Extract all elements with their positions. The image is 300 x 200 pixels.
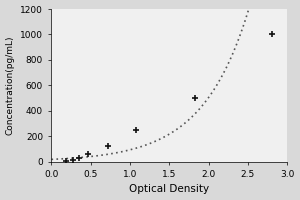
Y-axis label: Concentration(pg/mL): Concentration(pg/mL) <box>6 36 15 135</box>
X-axis label: Optical Density: Optical Density <box>129 184 209 194</box>
